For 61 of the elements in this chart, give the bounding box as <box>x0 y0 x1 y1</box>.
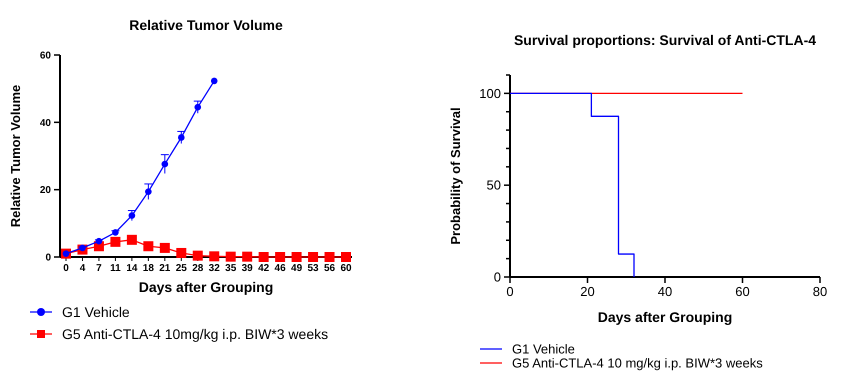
point <box>275 252 286 262</box>
point <box>308 252 318 262</box>
point <box>292 252 302 262</box>
y-axis-title: Relative Tumor Volume <box>8 84 23 228</box>
x-tick-label: 56 <box>324 263 336 274</box>
x-tick-label: 60 <box>735 284 750 299</box>
y-tick-label: 100 <box>479 86 501 101</box>
legend-label: G1 Vehicle <box>512 342 575 357</box>
x-tick-label: 0 <box>506 284 514 299</box>
x-axis-title: Days after Grouping <box>598 309 732 325</box>
point <box>341 252 351 262</box>
x-tick-label: 39 <box>242 263 254 274</box>
x-tick-label: 4 <box>80 263 86 274</box>
legend-label: G5 Anti-CTLA-4 10 mg/kg i.p. BIW*3 weeks <box>512 356 764 371</box>
x-tick-label: 11 <box>110 263 122 274</box>
legend-label: G1 Vehicle <box>62 304 130 320</box>
point <box>126 234 137 245</box>
y-tick-label: 0 <box>45 252 52 264</box>
point <box>176 248 186 258</box>
point <box>192 250 203 261</box>
x-tick-label: 28 <box>192 263 204 274</box>
point <box>145 188 152 195</box>
point <box>96 238 102 244</box>
point <box>194 104 202 110</box>
x-tick-label: 35 <box>225 263 237 274</box>
x-tick-label: 32 <box>208 263 220 274</box>
legend-label: G5 Anti-CTLA-4 10mg/kg i.p. BIW*3 weeks <box>62 326 328 342</box>
point <box>242 252 252 262</box>
x-tick-label: 40 <box>658 284 672 299</box>
x-tick-label: 60 <box>340 263 352 274</box>
y-tick-label: 50 <box>486 178 501 193</box>
x-tick-label: 0 <box>63 263 70 274</box>
point <box>210 78 218 84</box>
point <box>160 242 170 253</box>
point <box>178 134 185 141</box>
chart-title: Relative Tumor Volume <box>129 17 283 33</box>
x-tick-label: 53 <box>307 263 320 274</box>
point <box>324 252 335 262</box>
x-tick-label: 80 <box>812 284 828 299</box>
x-tick-label: 42 <box>258 263 270 274</box>
x-tick-label: 18 <box>142 263 154 274</box>
point <box>110 236 120 247</box>
x-tick-label: 14 <box>126 263 138 274</box>
x-tick-label: 20 <box>580 284 595 299</box>
x-tick-label: 21 <box>159 263 171 274</box>
point <box>258 252 269 262</box>
point <box>226 252 236 262</box>
chart-title: Survival proportions: Survival of Anti-CTLA-4 <box>514 32 816 48</box>
y-tick-label: 40 <box>40 118 52 129</box>
x-axis-title: Days after Grouping <box>138 279 274 295</box>
x-tick-label: 7 <box>96 263 102 274</box>
x-tick-label: 46 <box>274 263 286 274</box>
point <box>162 160 168 168</box>
y-tick-label: 60 <box>40 50 52 62</box>
x-tick-label: 25 <box>176 263 188 274</box>
point <box>128 212 136 219</box>
y-axis-title: Probability of Survival <box>448 107 463 245</box>
point <box>209 251 220 262</box>
x-tick-label: 49 <box>291 263 303 274</box>
y-tick-label: 20 <box>40 185 52 196</box>
point <box>143 241 154 252</box>
